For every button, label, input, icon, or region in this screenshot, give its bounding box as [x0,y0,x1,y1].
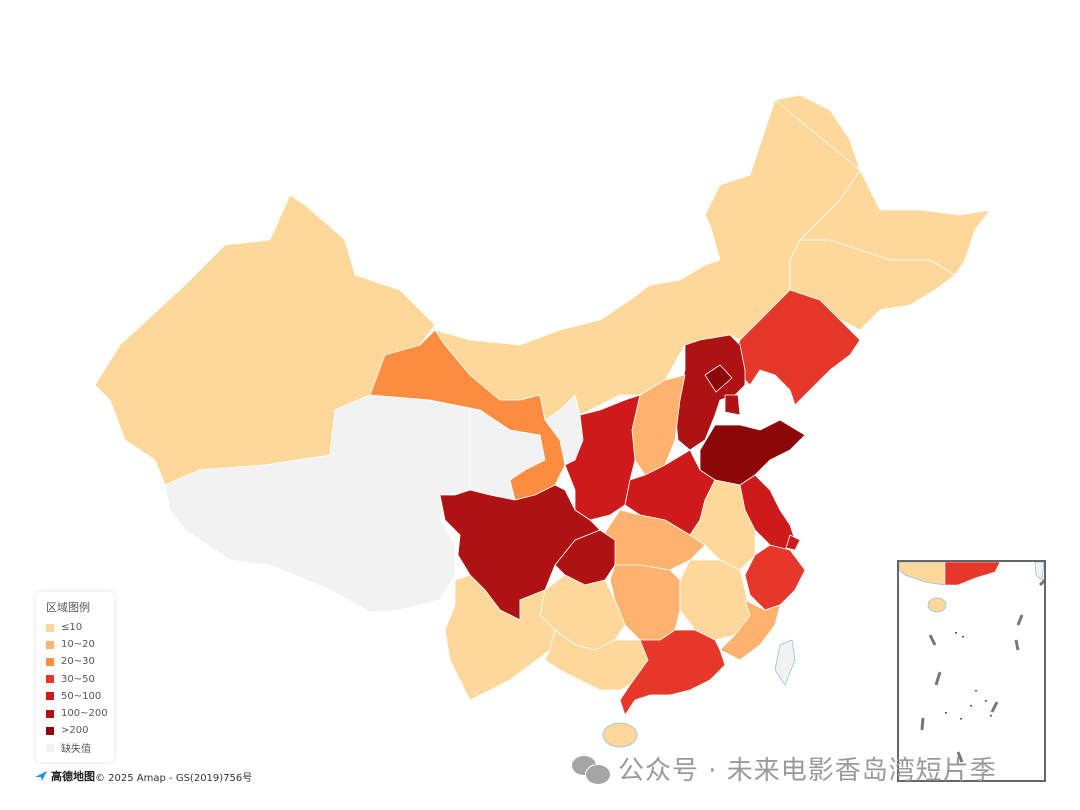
region-beijing[interactable] [704,364,733,393]
legend-label: 10~20 [61,639,95,651]
nine-dash-line-segment [990,701,999,713]
legend-swatch [46,743,54,752]
island-dot [975,690,977,692]
nine-dash-line-segment [920,717,925,731]
region-jiangxi[interactable] [679,559,751,641]
legend-title: 区域图例 [46,601,90,614]
amap-logo-text: 高德地图 [51,770,95,783]
legend-item: 30~50 [46,671,114,688]
region-sichuan[interactable] [439,484,601,621]
legend-item: 20~30 [46,653,114,670]
nine-dash-line-segment [1014,639,1020,651]
nine-dash-line-segment [934,671,942,686]
region-tibet[interactable] [164,394,471,613]
legend-swatch [46,640,54,649]
map-attribution: 高德地图 © 2025 Amap - GS(2019)756号 [34,768,252,784]
inset-map [898,561,1047,763]
region-tianjin[interactable] [724,394,741,416]
legend-label: 50~100 [61,690,102,702]
island-dot [945,712,947,714]
inset-taiwan [1034,561,1045,581]
island-dot [990,715,992,717]
legend-label: 30~50 [61,673,95,685]
legend: 区域图例 ≤10 10~20 20~30 30~50 50~100 100~200 >200… [36,592,114,762]
region-fujian[interactable] [719,599,781,661]
region-hainan[interactable] [602,722,638,748]
island-dot [962,636,964,638]
region-taiwan[interactable] [774,639,796,686]
region-shandong[interactable] [699,419,806,486]
legend-swatch [46,657,54,666]
region-anhui[interactable] [689,479,756,571]
region-heilongjiang[interactable] [774,94,991,276]
island-dot [955,632,957,634]
region-liaoning[interactable] [734,289,861,406]
wechat-icon [572,754,611,785]
inset-mainland-guangdong [944,561,1001,586]
region-shaanxi[interactable] [564,394,641,521]
legend-label: 100~200 [61,708,108,720]
legend-label: ≤10 [61,622,83,634]
legend-item: 50~100 [46,688,114,705]
inset-hainan [927,597,947,613]
region-guangdong[interactable] [619,629,726,716]
legend-swatch [46,675,54,684]
nine-dash-line-segment [1016,614,1024,626]
nine-dash-line-segment [956,751,964,763]
watermark-text: 公众号 · 未来电影香岛湾短片季 [618,756,997,786]
legend-swatch [46,623,54,632]
island-dot [960,718,962,720]
region-shanghai[interactable] [785,534,801,551]
region-zhejiang[interactable] [744,544,806,611]
legend-item: >200 [46,722,114,739]
island-dot [970,705,972,707]
legend-item: 10~20 [46,636,114,653]
legend-item: 缺失值 [46,739,114,756]
amap-logo-icon [35,771,47,781]
nine-dash-line-segment [928,634,937,646]
legend-label: 缺失值 [61,744,91,756]
legend-swatch [46,692,54,701]
legend-swatch [46,726,54,735]
legend-item: ≤10 [46,619,114,636]
legend-label: 20~30 [61,656,95,668]
watermark: 公众号 · 未来电影香岛湾短片季 [572,750,997,787]
island-dot [985,700,987,702]
copyright-text: © 2025 Amap - GS(2019)756号 [95,772,253,784]
south-china-sea-inset [897,560,1046,782]
legend-label: >200 [61,725,89,737]
legend-item: 100~200 [46,705,114,722]
legend-swatch [46,709,54,718]
